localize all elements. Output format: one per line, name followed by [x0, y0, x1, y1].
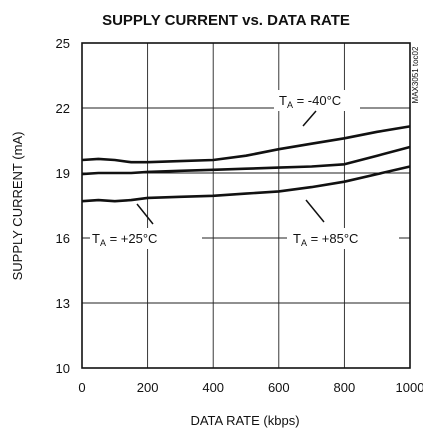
- chart-title: SUPPLY CURRENT vs. DATA RATE: [102, 12, 350, 29]
- x-tick-label: 0: [78, 380, 85, 395]
- axes: 0 200 400 600 800 1000 10 13 16 19 22 25: [56, 36, 423, 395]
- x-tick-label: 600: [268, 380, 290, 395]
- y-axis-label: SUPPLY CURRENT (mA): [10, 132, 25, 281]
- annotation-label-0: TA = -40°C: [279, 93, 341, 110]
- series-line-0: [81, 125, 411, 164]
- x-axis-label: DATA RATE (kbps): [190, 413, 299, 428]
- y-tick-label: 10: [56, 361, 70, 376]
- grid: [82, 43, 410, 368]
- annotation-background: [287, 228, 399, 249]
- annotation-background: [90, 228, 202, 249]
- annotation-leader-line: [305, 199, 325, 223]
- x-tick-label: 1000: [396, 380, 423, 395]
- plot-frame: [81, 42, 411, 369]
- annotation-leader-line: [302, 110, 317, 127]
- annotation-label-2: TA = +85°C: [293, 231, 358, 248]
- annotation-leader-line: [136, 203, 154, 225]
- y-tick-label: 13: [56, 296, 70, 311]
- y-tick-label: 22: [56, 101, 70, 116]
- figure-id-label: MAX3051 toc02: [411, 46, 420, 103]
- x-tick-label: 400: [202, 380, 224, 395]
- y-tick-label: 19: [56, 166, 70, 181]
- y-tick-label: 16: [56, 231, 70, 246]
- y-tick-label: 25: [56, 36, 70, 51]
- series-line-1: [81, 145, 411, 176]
- annotation-background: [274, 90, 360, 111]
- annotation-layer: TA = -40°C TA = +25°C TA = +85°C: [90, 90, 399, 249]
- x-tick-label: 200: [137, 380, 159, 395]
- annotation-label-1: TA = +25°C: [92, 231, 157, 248]
- x-tick-label: 800: [334, 380, 356, 395]
- series-line-2: [81, 165, 411, 203]
- series-layer: [81, 125, 411, 203]
